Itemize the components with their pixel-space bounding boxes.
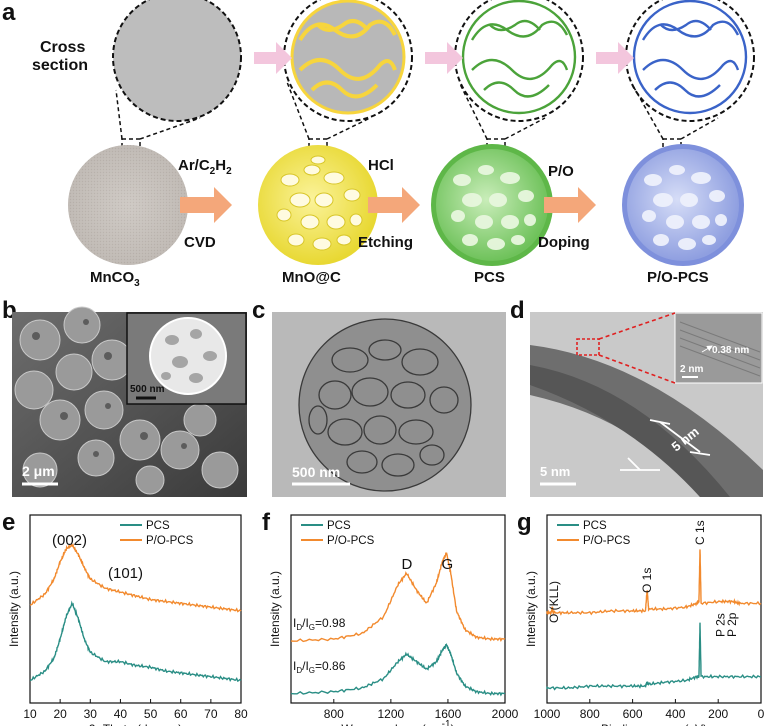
annotation-002: (002): [52, 532, 87, 549]
x-tick-label-e: 50: [144, 707, 158, 721]
x-tick-label-e: 30: [84, 707, 98, 721]
scale-label-b: 2 μm: [22, 463, 55, 479]
y-axis-label-e: Intensity (a.u.): [7, 571, 21, 647]
label-mno-c: MnO@C: [282, 269, 341, 286]
plot-frame-f: [290, 514, 506, 704]
cross-section-mno-c: [283, 0, 413, 122]
annotation-g-2: C 1s: [693, 520, 707, 545]
x-tick-label-f: 1200: [378, 707, 405, 721]
step1-bottom-label: CVD: [184, 234, 216, 251]
cross-section-label-2: section: [32, 57, 88, 74]
legend-label-g: P/O-PCS: [583, 535, 631, 547]
step2-top-label: HCl: [368, 157, 394, 174]
x-tick-label-g: 600: [623, 707, 643, 721]
sphere-mnco3: [68, 145, 188, 265]
chart-f: 800 1200 1600 2000 Wavenumbers (cm-1) Intensi…: [268, 514, 519, 726]
annotation-101: (101): [108, 565, 143, 582]
panel-label-d: d: [510, 297, 525, 324]
orange-arrow-2: [368, 187, 420, 223]
legend-label-e: P/O-PCS: [146, 535, 194, 547]
panel-label-a: a: [2, 0, 16, 26]
tem-image: [272, 312, 506, 497]
step2-bottom-label: Etching: [358, 234, 413, 251]
legend-label-g: PCS: [583, 520, 607, 532]
scale-label-d: 5 nm: [540, 464, 570, 479]
x-tick-label-e: 20: [53, 707, 67, 721]
chart-g: 1000 800 600 400 200 0 Binding energy (eV) Inte…: [524, 514, 765, 726]
annotation-g-4: P 2p: [725, 612, 739, 637]
x-tick-label-e: 80: [234, 707, 248, 721]
plot-frame-e: [29, 514, 242, 704]
x-tick-label-g: 0: [758, 707, 765, 721]
series-line-e-popcs: [29, 543, 242, 613]
x-tick-label-f: 2000: [492, 707, 519, 721]
cross-section-po-pcs: [625, 0, 755, 122]
label-po-pcs: P/O-PCS: [647, 269, 709, 286]
panel-label-e: e: [2, 509, 15, 536]
series-line-f-popcs: [290, 552, 506, 643]
series-line-e-pcs: [29, 600, 242, 683]
x-axis-label-e: 2 -Theta (degree): [89, 722, 182, 726]
inset-scale-label-b: 500 nm: [130, 384, 165, 395]
x-axis-label-f: Wavenumbers (cm-1): [341, 719, 454, 726]
x-tick-label-e: 10: [23, 707, 37, 721]
label-mnco3: MnCO3: [90, 269, 140, 289]
annotation-g-0: O (KLL): [547, 581, 561, 623]
label-pcs: PCS: [474, 269, 505, 286]
orange-arrow-1: [180, 187, 232, 223]
sphere-pcs: [431, 144, 553, 266]
legend-label-f: PCS: [327, 520, 351, 532]
orange-arrow-3: [544, 187, 596, 223]
x-tick-label-f: 1600: [435, 707, 462, 721]
step3-top-label: P/O: [548, 163, 574, 180]
annotation-d-band: D: [402, 556, 413, 573]
pink-arrow-2: [425, 42, 463, 74]
panel-label-c: c: [252, 297, 265, 324]
x-tick-label-g: 800: [580, 707, 600, 721]
inset-scale-label-d: 2 nm: [680, 364, 703, 375]
series-line-f-pcs: [290, 642, 506, 697]
hrtem-image: [530, 312, 763, 497]
x-axis-label-g: Binding energy (eV): [601, 722, 707, 726]
cross-section-pcs: [454, 0, 584, 122]
scale-label-c: 500 nm: [292, 464, 340, 480]
charts-layer: 10 20 30 40 50 60 70 80 2 -Theta (degree) Intensi…: [7, 514, 765, 726]
annotation-g-3: P 2s: [713, 613, 727, 637]
pink-arrow-3: [596, 42, 634, 74]
cross-section-mnco3: [112, 0, 242, 122]
series-line-g-pcs: [546, 622, 761, 691]
sphere-mno-c: [258, 145, 378, 265]
x-tick-label-e: 70: [204, 707, 218, 721]
x-tick-label-g: 400: [665, 707, 685, 721]
y-axis-label-g: Intensity (a.u.): [524, 571, 538, 647]
annotation-g-band: G: [442, 556, 454, 573]
sphere-po-pcs: [622, 144, 744, 266]
ratio-label-ratio_bottom: ID/IG=0.86: [293, 659, 346, 675]
x-tick-label-e: 40: [114, 707, 128, 721]
spacing-label-d: 0.38 nm: [712, 345, 749, 356]
x-tick-label-f: 800: [324, 707, 344, 721]
cross-section-label: Cross: [40, 39, 85, 56]
panel-label-f: f: [262, 509, 271, 536]
legend-label-f: P/O-PCS: [327, 535, 375, 547]
plot-frame-g: [546, 514, 762, 704]
x-tick-label-g: 1000: [534, 707, 561, 721]
step3-bottom-label: Doping: [538, 234, 590, 251]
legend-label-e: PCS: [146, 520, 170, 532]
step1-top-label: Ar/C2H2: [178, 157, 232, 177]
chart-e: 10 20 30 40 50 60 70 80 2 -Theta (degree) Intensi…: [7, 514, 248, 726]
ratio-label-ratio_top: ID/IG=0.98: [293, 616, 346, 632]
series-line-g-popcs: [546, 549, 762, 616]
panel-label-g: g: [517, 509, 532, 536]
x-tick-label-g: 200: [708, 707, 728, 721]
y-axis-label-f: Intensity (a.u.): [268, 571, 282, 647]
x-tick-label-e: 60: [174, 707, 188, 721]
sem-image: [12, 306, 247, 497]
pink-arrow-1: [254, 42, 292, 74]
annotation-g-1: O 1s: [640, 568, 654, 593]
